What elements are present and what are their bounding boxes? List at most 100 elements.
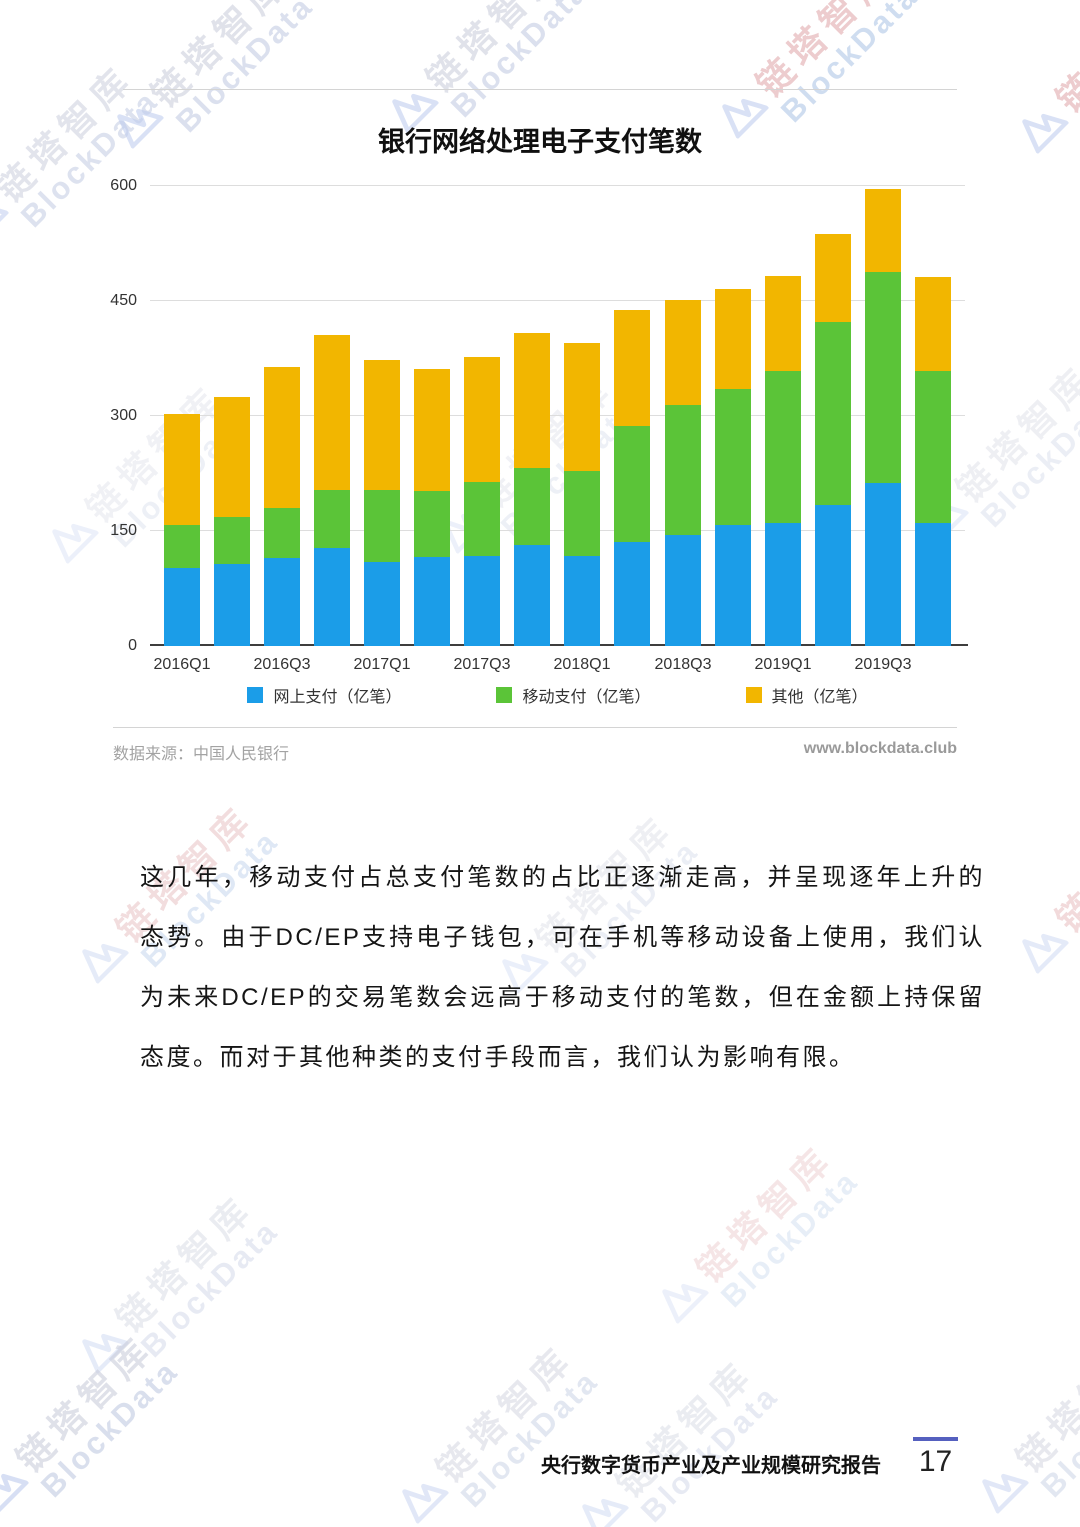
bar-segment [164,414,201,525]
bar-segment [914,277,951,371]
blockdata-logo-icon [82,943,129,984]
blockdata-logo-icon [52,523,99,564]
bar-segment [264,508,301,558]
legend-swatch [247,687,264,703]
y-axis-tick-label: 0 [128,637,137,654]
blockdata-logo-icon [582,1498,629,1527]
page-footer: 央行数字货币产业及产业规模研究报告 17 [0,1437,958,1479]
watermark-en-text: BlockData [974,383,1080,535]
bar-segment [864,483,901,646]
top-divider [123,89,957,90]
bar-segment [564,556,601,646]
bar-segment [264,558,301,646]
gridline [150,415,965,416]
source-row: 数据来源：中国人民银行 www.blockdata.club [113,740,957,764]
watermark-en-text: BlockData [774,0,926,130]
bar-segment [864,272,901,483]
bar-segment [764,523,801,646]
bar-2017Q1 [364,360,401,646]
bar-segment [364,490,401,562]
x-axis-tick-label: 2017Q1 [353,656,411,673]
bar-2019Q2 [814,234,851,646]
bar-segment [414,491,451,557]
bar-segment [464,556,501,646]
bar-segment [664,535,701,646]
bar-segment [664,300,701,405]
bar-segment [514,333,551,468]
bar-segment [564,343,601,471]
blockdata-logo-icon [1022,933,1069,974]
watermark-cn-text: 链塔智库 [108,1186,263,1341]
bar-segment [764,276,801,371]
y-axis-tick-label: 300 [110,407,137,424]
report-title: 央行数字货币产业及产业规模研究报告 [541,1455,881,1477]
bar-segment [464,482,501,556]
watermark-cn-text: 链塔智库 [1048,0,1080,121]
x-axis-tick-label: 2019Q3 [854,656,912,673]
bar-2017Q3 [464,357,501,646]
bar-segment [314,335,351,490]
legend-label: 移动支付（亿笔） [522,689,651,706]
bar-segment [214,517,251,564]
stacked-bar-chart: 0 150 300 450 600 2016Q1 2016Q3 2017Q1 2017Q3 201… [110,177,968,673]
website-label: www.blockdata.club [803,740,957,757]
bar-2017Q2 [414,369,451,646]
watermark-cn-text: 链塔智库 [418,0,573,101]
blockdata-logo-icon [662,1283,709,1324]
data-source-label: 数据来源：中国人民银行 [113,746,290,763]
gridline [150,300,965,301]
bar-segment [614,542,651,646]
blockdata-logo-icon [982,1473,1029,1514]
legend-label: 其他（亿笔） [771,689,868,706]
bar-2019Q3 [864,189,901,646]
page-number: 17 [918,1445,953,1478]
bar-segment [714,525,751,646]
bar-segment [814,505,851,646]
bar-2019Q4 [914,277,951,646]
watermark-cn-text: 链塔智库 [1048,786,1080,941]
bar-segment [564,471,601,556]
bar-segment [814,234,851,322]
legend-divider [113,727,957,728]
bar-2018Q4 [714,289,751,646]
chart-legend: 网上支付（亿笔） 移动支付（亿笔） 其他（亿笔） [150,683,965,707]
bar-segment [714,289,751,389]
bar-segment [364,360,401,490]
bar-2018Q2 [614,310,651,646]
bar-segment [864,189,901,272]
bar-segment [614,310,651,426]
bar-2016Q1 [164,414,201,646]
y-axis-tick-label: 600 [110,177,137,194]
bar-segment [514,468,551,545]
bar-segment [264,367,301,508]
bar-segment [914,371,951,523]
x-axis-tick-label: 2016Q3 [253,656,311,673]
watermark-en-text: BlockData [714,1163,866,1315]
watermark-en-text: BlockData [134,1213,286,1365]
watermark-en-text: BlockData [1074,813,1080,965]
bar-segment [314,490,351,548]
bar-2016Q4 [314,335,351,646]
bar-segment [164,525,201,568]
bars-container [150,186,965,646]
y-axis-tick-label: 150 [110,522,137,539]
bar-segment [214,564,251,646]
x-axis-tick-label: 2019Q1 [754,656,812,673]
watermark-en-text: BlockData [169,0,321,140]
bar-segment [414,369,451,491]
bar-2018Q3 [664,300,701,646]
bar-2018Q1 [564,343,601,646]
watermark-cn-text: 链塔智库 [748,0,903,106]
page-number-rule [913,1437,958,1441]
gridline [150,185,965,186]
x-axis-tick-label: 2016Q1 [153,656,211,673]
bar-segment [714,389,751,525]
bar-2016Q2 [214,397,251,646]
